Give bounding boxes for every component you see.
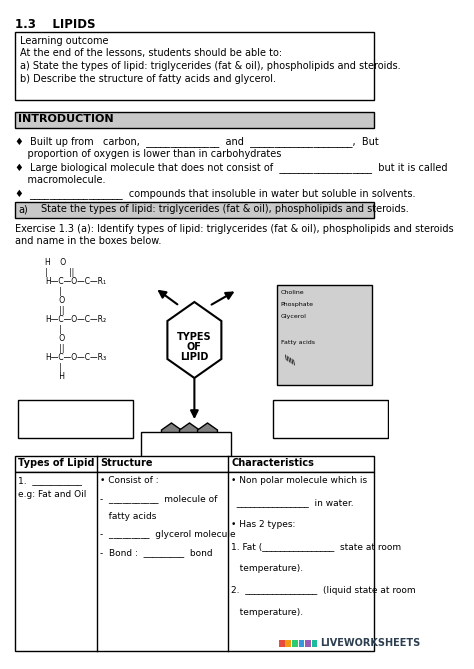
Bar (15, 456, 374, 472)
Text: Fatty acids: Fatty acids (281, 340, 315, 345)
Text: • Consist of :: • Consist of : (100, 476, 159, 485)
Text: ||: || (45, 306, 64, 314)
Text: O: O (45, 334, 65, 343)
Text: Structure: Structure (100, 458, 153, 468)
Bar (15, 472, 374, 651)
Text: H: H (45, 372, 65, 381)
Bar (279, 640, 284, 647)
Bar (141, 432, 231, 462)
Bar (15, 112, 374, 128)
Text: H—C—O—C—R₁: H—C—O—C—R₁ (45, 277, 106, 286)
Text: a): a) (18, 204, 28, 214)
Text: ♦  Large biological molecule that does not consist of  ___________________  but : ♦ Large biological molecule that does no… (15, 162, 447, 185)
Text: LIVEWORKSHEETS: LIVEWORKSHEETS (320, 638, 420, 648)
Text: e.g: Fat and Oil: e.g: Fat and Oil (18, 490, 86, 499)
Text: temperature).: temperature). (231, 608, 303, 617)
Text: 1.3    LIPIDS: 1.3 LIPIDS (15, 18, 95, 31)
Text: |         ||: | || (45, 268, 74, 276)
Text: H—C—O—C—R₃: H—C—O—C—R₃ (45, 353, 106, 362)
Text: H    O: H O (45, 258, 66, 267)
Text: LIPID: LIPID (180, 352, 209, 362)
Text: Exercise 1.3 (a): Identify types of lipid: triglycerides (fat & oil), phospholip: Exercise 1.3 (a): Identify types of lipi… (15, 224, 454, 246)
Text: TYPES: TYPES (177, 332, 212, 342)
Bar (15, 32, 374, 100)
Text: INTRODUCTION: INTRODUCTION (18, 114, 114, 124)
Text: • Non polar molecule which is: • Non polar molecule which is (231, 476, 367, 485)
Text: -  Bond :  _________  bond: - Bond : _________ bond (100, 548, 213, 557)
Text: b) Describe the structure of fatty acids and glycerol.: b) Describe the structure of fatty acids… (20, 74, 276, 84)
Bar (312, 640, 318, 647)
Bar (277, 285, 372, 385)
Text: O: O (45, 296, 65, 305)
Bar (285, 640, 291, 647)
Text: |: | (45, 286, 62, 296)
Text: Learning outcome: Learning outcome (20, 36, 108, 46)
Text: 1.  ___________: 1. ___________ (18, 476, 82, 485)
Polygon shape (167, 302, 221, 378)
Text: a) State the types of lipid: triglycerides (fat & oil), phospholipids and steroi: a) State the types of lipid: triglycerid… (20, 61, 401, 71)
Text: ♦  ___________________  compounds that insoluble in water but soluble in solvent: ♦ ___________________ compounds that ins… (15, 188, 415, 199)
Bar (273, 400, 388, 438)
Text: At the end of the lessons, students should be able to:: At the end of the lessons, students shou… (20, 48, 282, 58)
Bar (292, 640, 298, 647)
Text: Glycerol: Glycerol (281, 314, 306, 319)
Text: Characteristics: Characteristics (231, 458, 314, 468)
Text: 2.  ________________  (liquid state at room: 2. ________________ (liquid state at roo… (231, 586, 416, 595)
Text: • Has 2 types:: • Has 2 types: (231, 520, 296, 529)
Text: -  ___________  molecule of: - ___________ molecule of (100, 494, 218, 503)
Text: 1. Fat (________________  state at room: 1. Fat (________________ state at room (231, 542, 401, 551)
Bar (18, 400, 133, 438)
Text: |: | (45, 363, 62, 371)
Bar (299, 640, 304, 647)
Text: Types of Lipid: Types of Lipid (18, 458, 94, 468)
Text: ________________  in water.: ________________ in water. (231, 498, 354, 507)
Text: OF: OF (187, 342, 202, 352)
Bar (305, 640, 311, 647)
Text: Choline: Choline (281, 290, 304, 295)
Text: temperature).: temperature). (231, 564, 303, 573)
Text: H—C—O—C—R₂: H—C—O—C—R₂ (45, 315, 106, 324)
Text: State the types of lipid: triglycerides (fat & oil), phospholipids and steroids.: State the types of lipid: triglycerides … (41, 204, 409, 214)
Text: -  _________  glycerol molecule: - _________ glycerol molecule (100, 530, 236, 539)
Text: ||: || (45, 343, 64, 353)
Text: |: | (45, 324, 62, 334)
Text: ♦  Built up from   carbon,  _______________  and  _____________________,  But
  : ♦ Built up from carbon, _______________ … (15, 136, 379, 159)
Bar (15, 202, 374, 218)
Text: fatty acids: fatty acids (100, 512, 156, 521)
Text: Phosphate: Phosphate (281, 302, 313, 307)
